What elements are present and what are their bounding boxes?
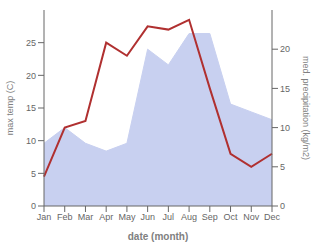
svg-text:max temp (C): max temp (C) [8, 81, 15, 136]
svg-text:Aug: Aug [181, 212, 197, 222]
svg-text:Jul: Jul [163, 212, 175, 222]
svg-text:5: 5 [280, 162, 285, 172]
svg-text:Jun: Jun [140, 212, 155, 222]
svg-text:15: 15 [26, 103, 36, 113]
svg-text:med. precipitation (kg/m2): med. precipitation (kg/m2) [301, 56, 310, 160]
svg-text:Apr: Apr [99, 212, 113, 222]
svg-text:Oct: Oct [224, 212, 239, 222]
svg-text:15: 15 [280, 84, 290, 94]
svg-text:10: 10 [280, 123, 290, 133]
svg-text:Jan: Jan [37, 212, 52, 222]
svg-text:20: 20 [280, 44, 290, 54]
svg-text:5: 5 [31, 169, 36, 179]
svg-text:10: 10 [26, 136, 36, 146]
svg-text:Sep: Sep [202, 212, 218, 222]
svg-text:Nov: Nov [243, 212, 260, 222]
svg-text:0: 0 [31, 201, 36, 211]
svg-text:Mar: Mar [78, 212, 94, 222]
svg-text:25: 25 [26, 38, 36, 48]
svg-text:May: May [118, 212, 136, 222]
svg-text:20: 20 [26, 71, 36, 81]
svg-text:0: 0 [280, 201, 285, 211]
svg-text:Feb: Feb [57, 212, 73, 222]
svg-text:Dec: Dec [264, 212, 281, 222]
svg-text:date (month): date (month) [128, 231, 189, 242]
